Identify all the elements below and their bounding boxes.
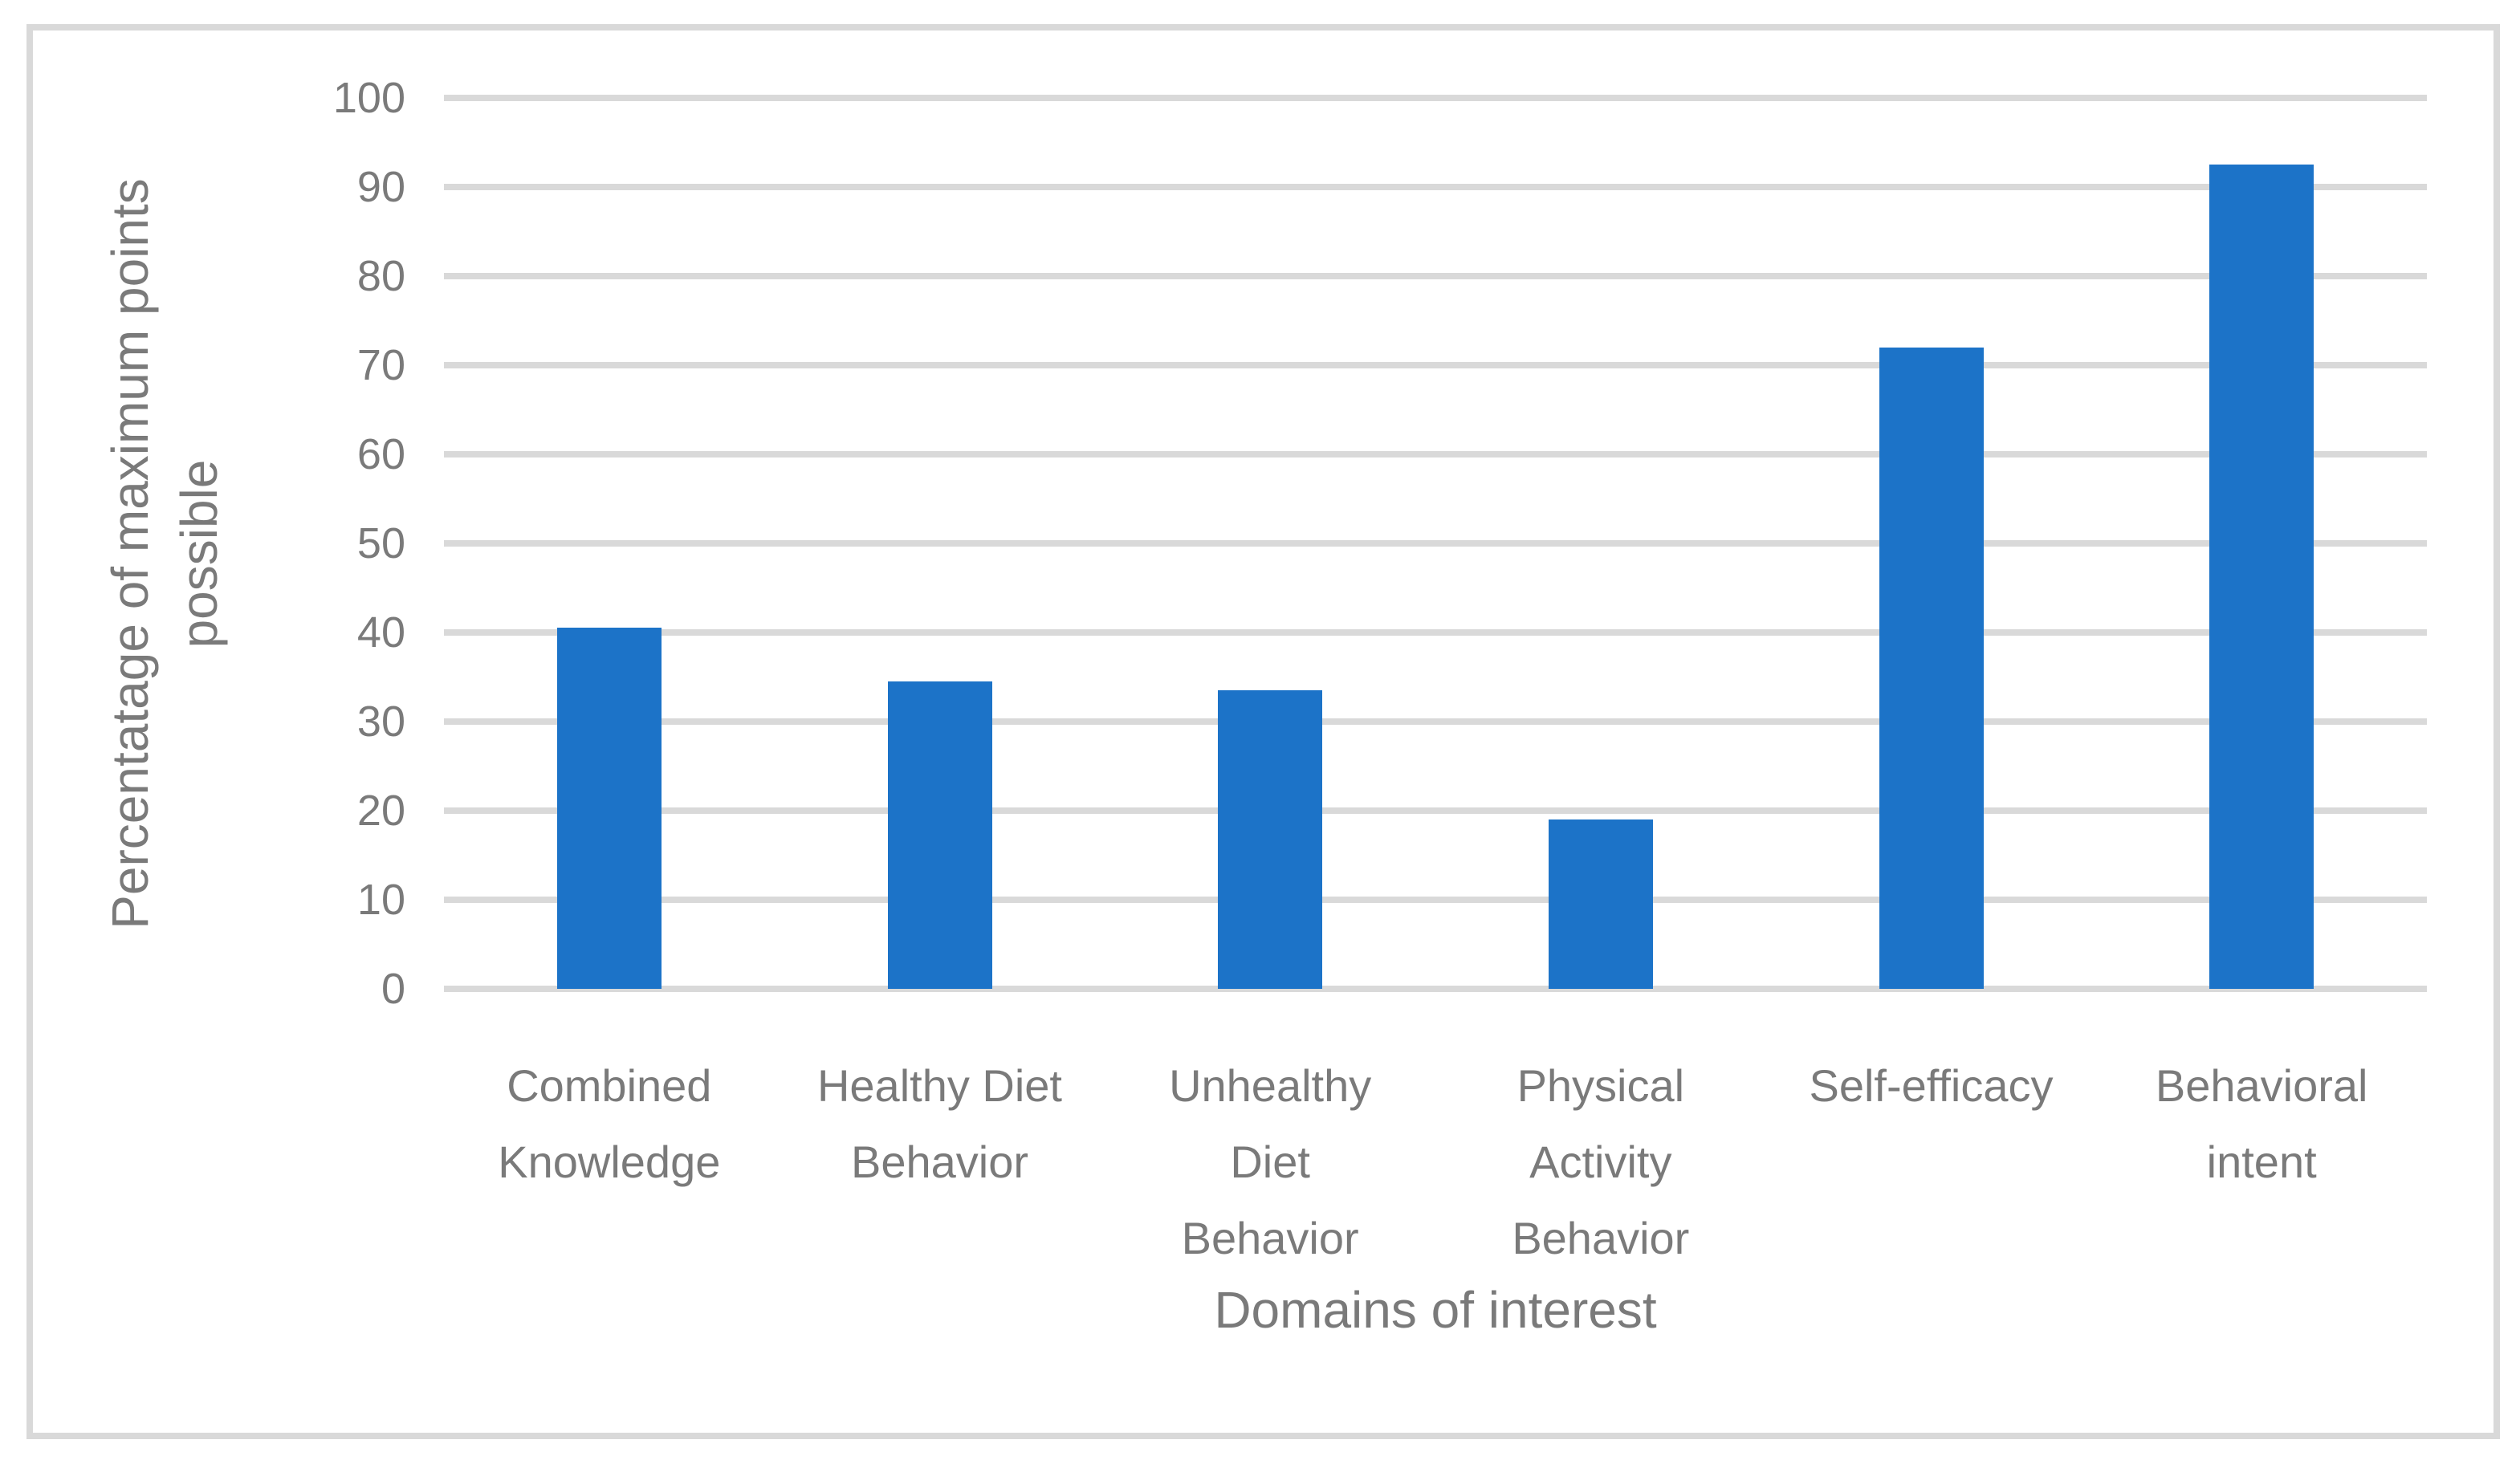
- y-tick-label-50: 50: [356, 519, 405, 567]
- bar-self-efficacy: [1879, 347, 1984, 989]
- y-tick-label-20: 20: [356, 787, 405, 835]
- y-tick-label-0: 0: [381, 965, 405, 1013]
- y-tick-label-60: 60: [356, 430, 405, 478]
- gridline-0: [444, 986, 2427, 992]
- y-tick-label-30: 30: [356, 697, 405, 746]
- gridline-80: [444, 273, 2427, 279]
- y-tick-label-80: 80: [356, 252, 405, 300]
- gridline-30: [444, 718, 2427, 725]
- y-tick-label-10: 10: [356, 876, 405, 924]
- gridline-90: [444, 184, 2427, 190]
- y-tick-label-40: 40: [356, 608, 405, 657]
- y-tick-label-90: 90: [356, 163, 405, 211]
- gridline-60: [444, 451, 2427, 458]
- x-category-label-combined-knowledge: Combined Knowledge: [498, 1060, 721, 1187]
- bar-combined-knowledge: [556, 628, 662, 989]
- gridline-10: [444, 897, 2427, 903]
- y-tick-label-100: 100: [332, 74, 405, 122]
- bar-physical-activity-behavior: [1548, 819, 1653, 989]
- x-axis-title: Domains of interest: [1214, 1281, 1657, 1339]
- y-axis-title: Percentatage of maximum points possible: [101, 178, 228, 929]
- gridline-70: [444, 362, 2427, 368]
- x-category-label-healthy-diet-behavior: Healthy Diet Behavior: [816, 1060, 1062, 1187]
- gridline-100: [444, 95, 2427, 101]
- x-category-label-physical-activity-behavior: Physical Activity Behavior: [1512, 1060, 1690, 1263]
- y-tick-label-70: 70: [356, 341, 405, 389]
- gridline-20: [444, 807, 2427, 814]
- bar-healthy-diet-behavior: [887, 681, 992, 989]
- bar-unhealthy-diet-behavior: [1218, 690, 1323, 989]
- bar-behavioral-intent: [2209, 165, 2314, 989]
- gridline-40: [444, 629, 2427, 636]
- x-category-label-self-efficacy: Self-efficacy: [1809, 1060, 2054, 1111]
- gridline-50: [444, 540, 2427, 547]
- x-category-label-unhealthy-diet-behavior: Unhealthy Diet Behavior: [1169, 1060, 1372, 1263]
- x-category-label-behavioral-intent: Behavioral intent: [2155, 1060, 2368, 1187]
